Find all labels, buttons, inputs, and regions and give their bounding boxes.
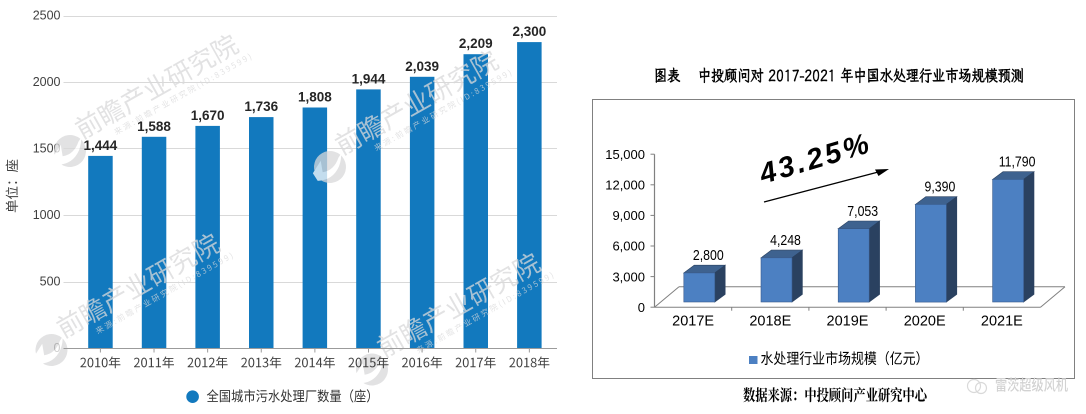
svg-text:1,808: 1,808 [298,90,332,105]
svg-text:2,039: 2,039 [405,59,439,74]
svg-text:1,736: 1,736 [244,99,278,114]
svg-text:2000: 2000 [33,75,61,89]
svg-text:9,000: 9,000 [612,208,645,223]
svg-text:9,390: 9,390 [924,179,955,195]
svg-text:2017E: 2017E [672,313,714,329]
svg-text:1,944: 1,944 [352,71,386,86]
svg-text:0: 0 [638,300,645,315]
svg-text:15,000: 15,000 [605,147,645,162]
svg-text:2021E: 2021E [981,313,1023,329]
svg-text:1,588: 1,588 [137,119,171,134]
svg-text:2019E: 2019E [827,313,869,329]
svg-text:4,248: 4,248 [770,232,801,248]
svg-text:11,790: 11,790 [999,154,1036,170]
svg-text:500: 500 [40,275,61,289]
svg-text:2,800: 2,800 [693,247,724,263]
svg-text:12,000: 12,000 [605,178,645,193]
svg-text:1,670: 1,670 [191,108,225,123]
svg-text:2,209: 2,209 [459,36,493,51]
svg-text:1500: 1500 [33,142,61,156]
svg-text:7,053: 7,053 [847,203,878,219]
svg-text:2018E: 2018E [749,313,791,329]
svg-text:1,444: 1,444 [84,138,118,153]
svg-text:3,000: 3,000 [612,269,645,284]
svg-text:6,000: 6,000 [612,239,645,254]
svg-text:2020E: 2020E [904,313,946,329]
svg-text:2,300: 2,300 [512,24,546,39]
svg-text:2500: 2500 [33,9,61,23]
svg-text:1000: 1000 [33,208,61,222]
